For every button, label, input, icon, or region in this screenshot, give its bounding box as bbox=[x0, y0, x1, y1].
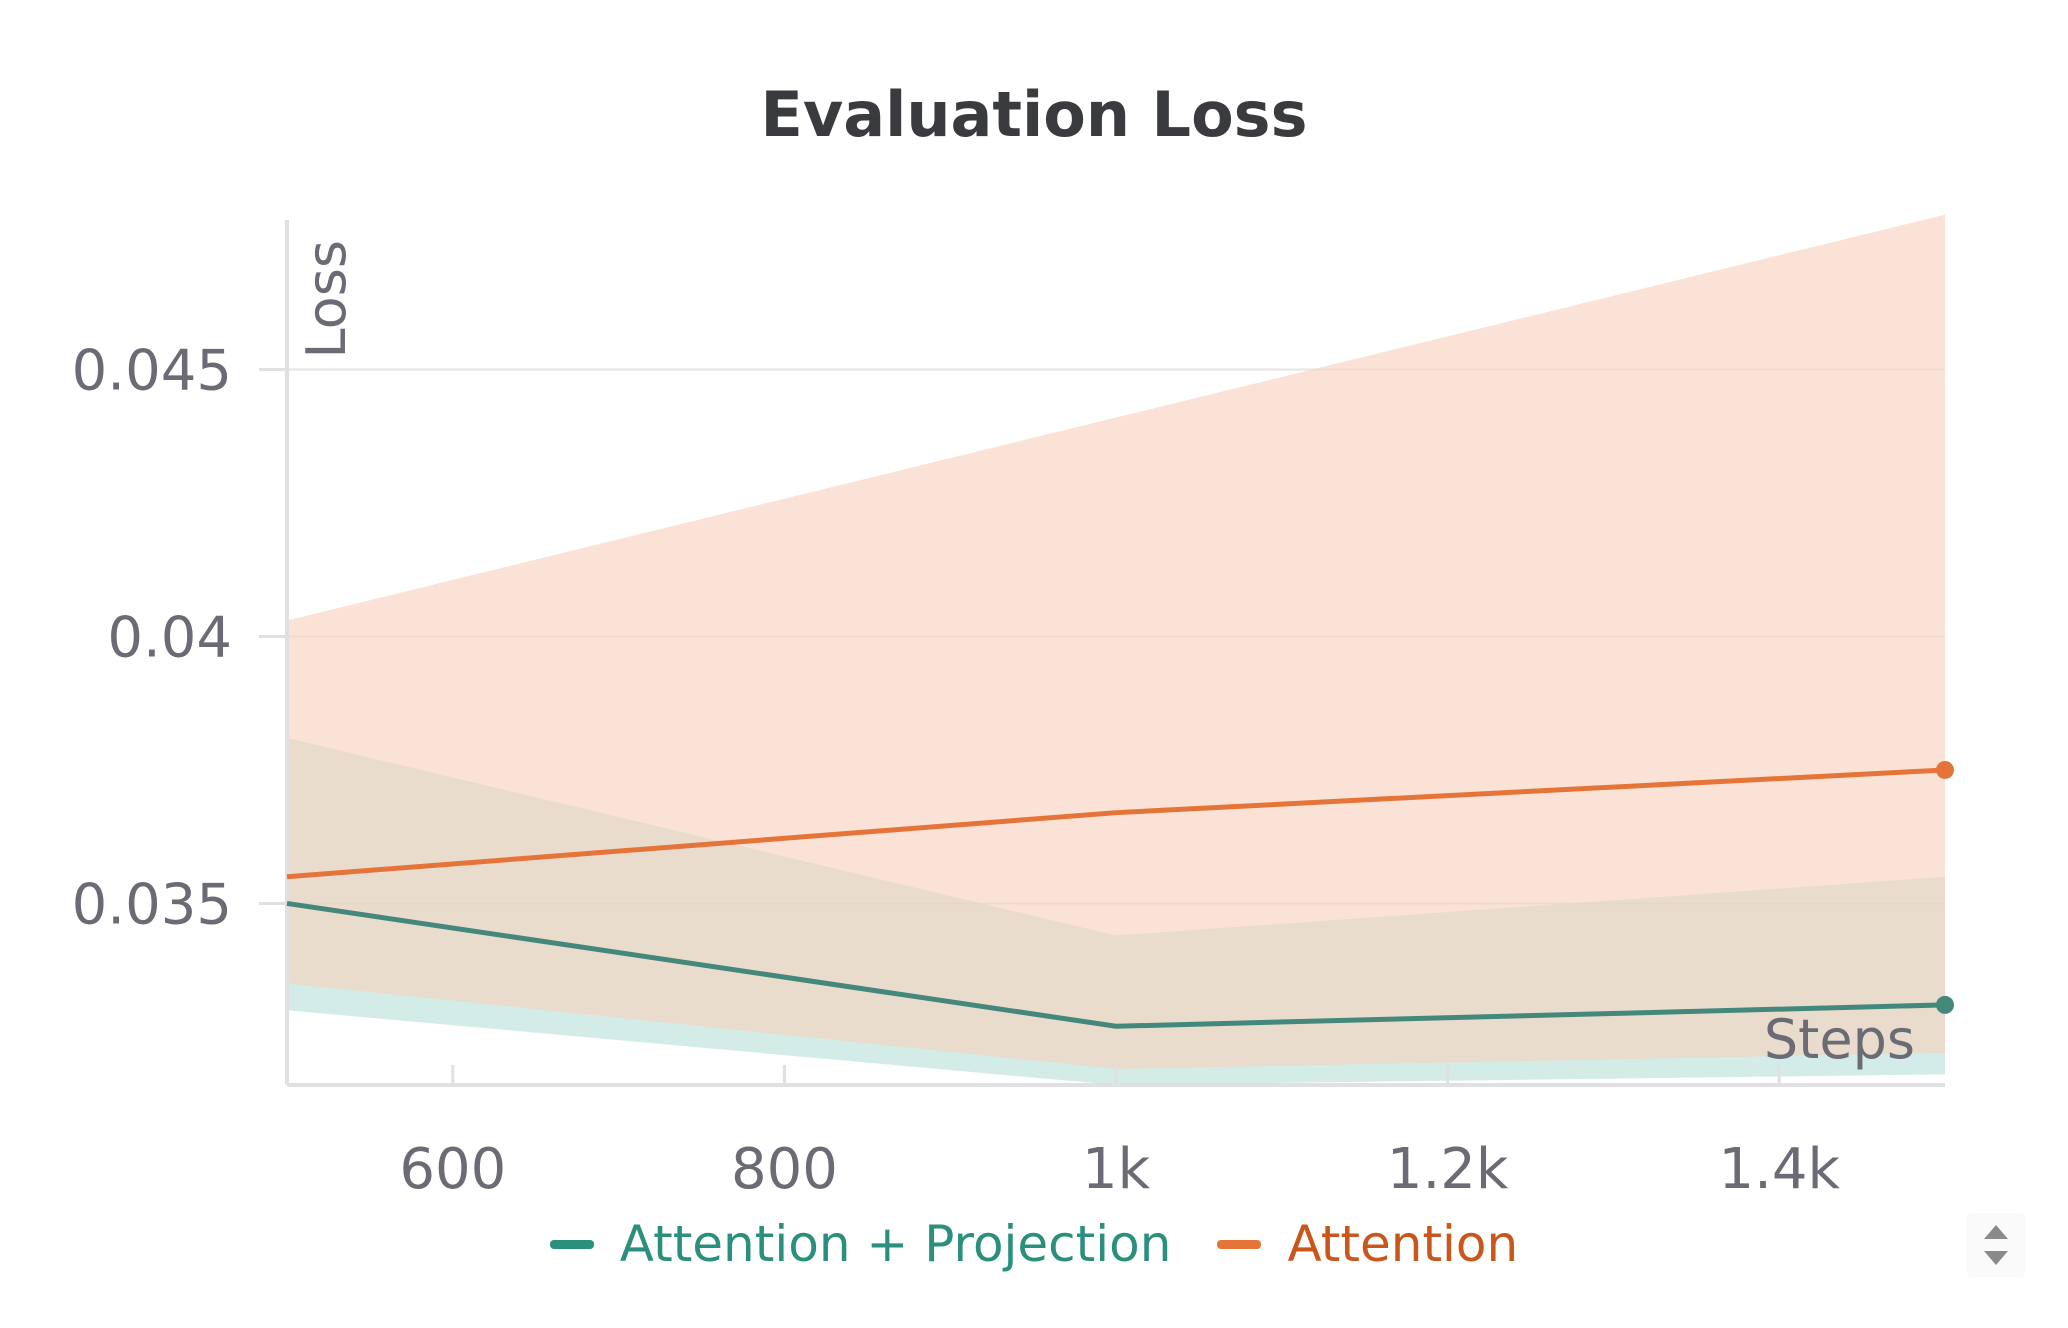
y-axis-label: Loss bbox=[295, 240, 358, 358]
legend-swatch bbox=[549, 1239, 594, 1249]
up-down-chevron-icon bbox=[1984, 1225, 2008, 1265]
series-line bbox=[286, 767, 1946, 880]
line-layer bbox=[286, 760, 1954, 1029]
legend: Attention + Projection Attention bbox=[0, 1215, 2068, 1273]
x-tick-label: 1.4k bbox=[1718, 1137, 1840, 1202]
band-layer bbox=[287, 214, 1945, 1085]
series-line bbox=[286, 900, 1946, 1029]
legend-label: Attention bbox=[1287, 1215, 1519, 1273]
y-tick-label: 0.045 bbox=[72, 339, 232, 404]
legend-scroll-control[interactable] bbox=[1966, 1213, 2026, 1277]
x-tick-label: 1k bbox=[1082, 1137, 1151, 1202]
legend-item-attention[interactable]: Attention bbox=[1217, 1215, 1518, 1273]
confidence-band bbox=[287, 214, 1945, 1069]
x-tick-label: 800 bbox=[731, 1137, 838, 1202]
series-end-marker bbox=[1936, 995, 1954, 1014]
legend-label: Attention + Projection bbox=[619, 1215, 1172, 1273]
y-tick-label: 0.035 bbox=[72, 872, 232, 937]
x-tick-label: 600 bbox=[399, 1137, 506, 1202]
x-tick-label: 1.2k bbox=[1387, 1137, 1509, 1202]
x-axis-label: Steps bbox=[1764, 1008, 1915, 1071]
chart-title: Evaluation Loss bbox=[760, 78, 1308, 151]
y-tick-label: 0.04 bbox=[107, 605, 232, 670]
series-end-marker bbox=[1936, 760, 1954, 779]
legend-item-attention-projection[interactable]: Attention + Projection bbox=[549, 1215, 1172, 1273]
legend-swatch bbox=[1217, 1239, 1262, 1249]
axis-layer bbox=[259, 220, 1945, 1087]
label-layer: 0.035 0.04 0.045 600 800 1k 1.2k 1.4k Loss Steps bbox=[72, 240, 1915, 1202]
